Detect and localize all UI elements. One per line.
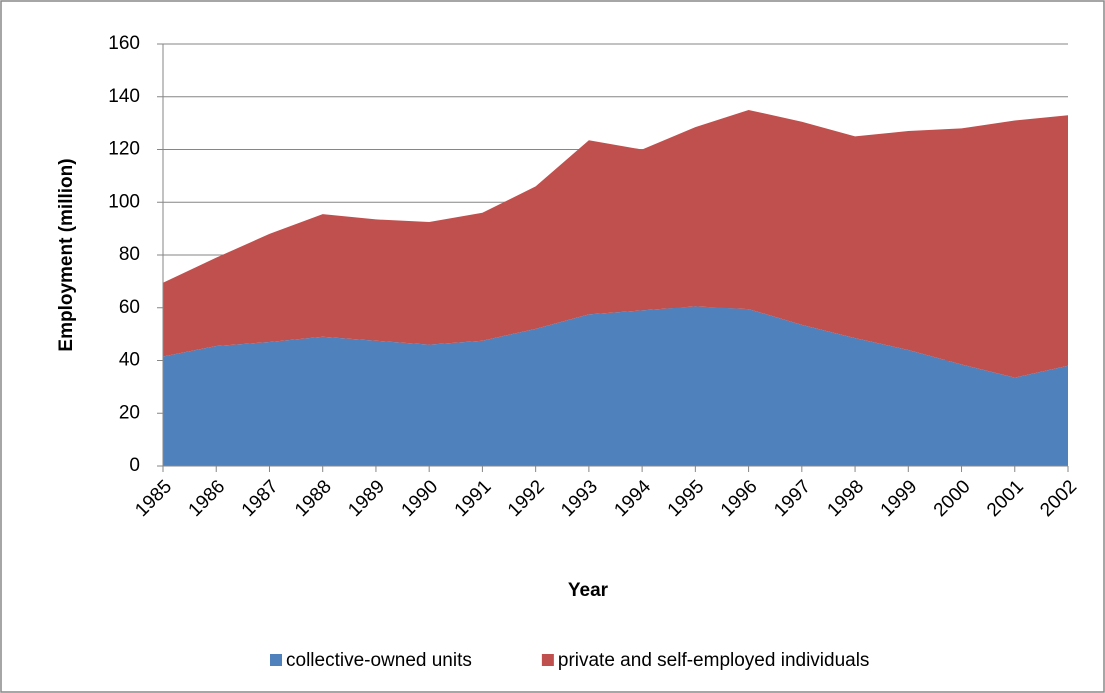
- y-tick-label: 60: [119, 297, 140, 318]
- y-tick-label: 20: [119, 402, 140, 423]
- y-tick-label: 100: [108, 191, 140, 212]
- y-tick-label: 0: [129, 455, 140, 476]
- y-axis-title: Employment (million): [56, 158, 77, 351]
- x-axis-title: Year: [568, 580, 609, 601]
- legend-swatch: [541, 654, 554, 666]
- legend-label: private and self-employed individuals: [558, 650, 870, 671]
- y-tick-label: 80: [119, 244, 140, 265]
- y-tick-label: 40: [119, 350, 140, 371]
- area: [163, 306, 1068, 466]
- y-tick-label: 120: [108, 139, 140, 160]
- y-tick-label: 160: [108, 33, 140, 54]
- legend-swatch: [270, 654, 282, 666]
- y-tick-label: 140: [108, 86, 140, 107]
- legend-label: collective-owned units: [286, 650, 472, 671]
- area: [163, 109, 1068, 378]
